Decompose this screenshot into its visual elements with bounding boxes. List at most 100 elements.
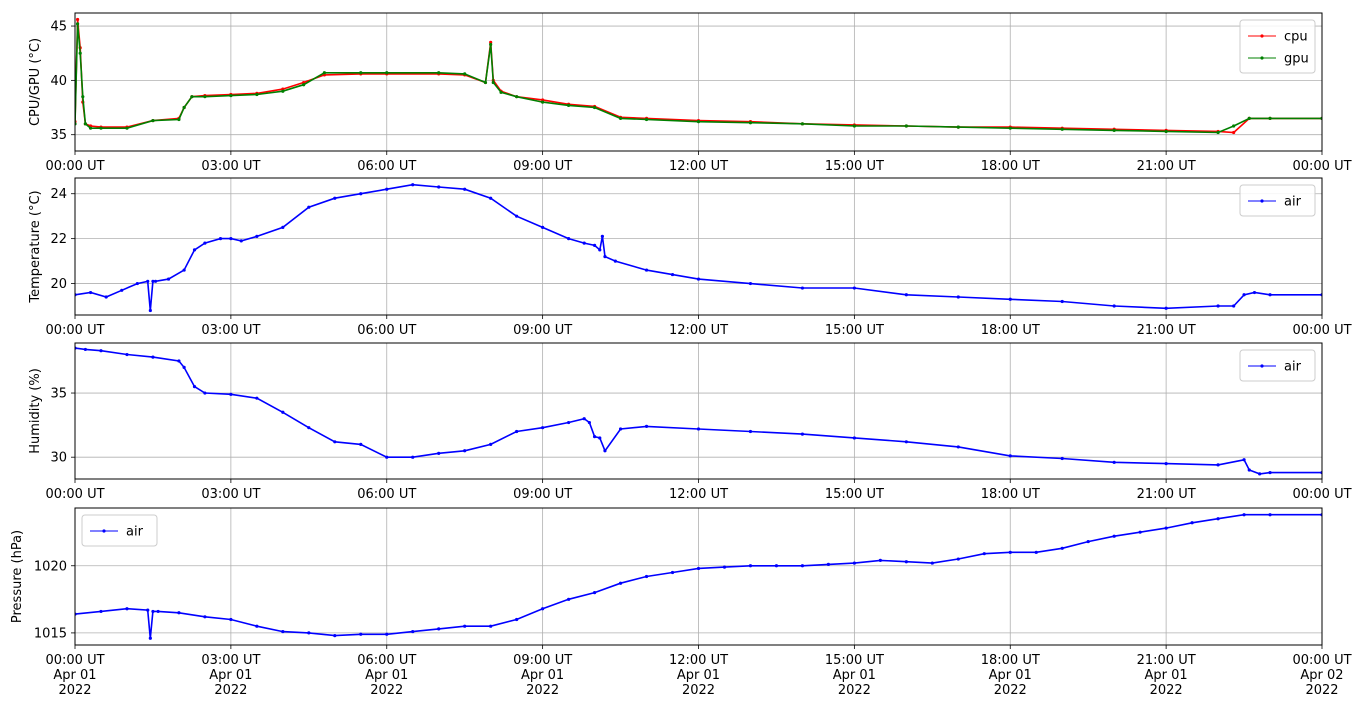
data-point [437, 71, 441, 75]
data-point [1164, 526, 1168, 530]
legend: air [1239, 349, 1316, 382]
data-point [151, 609, 155, 614]
data-point [515, 214, 519, 218]
data-point [644, 424, 649, 428]
data-point [603, 449, 607, 453]
x-tick-label: 15:00 UT [825, 323, 884, 338]
legend-label: air [126, 525, 144, 540]
data-point [218, 237, 223, 241]
data-point [592, 591, 597, 595]
data-point [151, 279, 155, 283]
data-point [1242, 513, 1246, 517]
x-tick-label: 03:00 UT [201, 487, 260, 502]
data-point [541, 426, 545, 430]
axes-frame [74, 177, 1323, 316]
data-point [613, 259, 617, 263]
x-tick-label: 00:00 UT [45, 159, 104, 174]
legend: air [1239, 184, 1316, 217]
y-axis-label: Temperature (°C) [28, 190, 43, 303]
series-gpu [75, 22, 1322, 135]
data-point [333, 440, 337, 444]
data-point [618, 116, 623, 121]
data-point [359, 192, 363, 196]
data-point [99, 349, 103, 353]
x-tick-label: 06:00 UT [357, 323, 416, 338]
data-point [670, 570, 675, 575]
data-point [177, 359, 181, 363]
data-point [229, 392, 233, 396]
data-point [99, 609, 103, 614]
data-point [982, 552, 986, 556]
data-point [748, 564, 753, 568]
data-point [618, 581, 623, 585]
data-point [800, 122, 805, 126]
data-point [1232, 130, 1236, 135]
x-tick-label: 09:00 UT Apr 01 2022 [513, 653, 572, 698]
data-point [603, 255, 607, 259]
data-point [748, 281, 753, 286]
data-point [125, 607, 129, 611]
x-tick-label: 21:00 UT [1137, 487, 1196, 502]
data-point [587, 420, 591, 425]
data-point [281, 410, 285, 414]
data-point [125, 126, 129, 130]
data-point [1268, 513, 1272, 517]
data-point [255, 624, 259, 628]
data-point [148, 636, 152, 640]
data-point [483, 80, 488, 85]
data-point [437, 627, 441, 631]
legend-entry-cpu: cpu [1248, 30, 1308, 45]
data-point [385, 455, 389, 459]
data-point [696, 566, 701, 571]
data-point [696, 277, 701, 281]
x-tick-label: 18:00 UT [981, 487, 1040, 502]
data-point [463, 187, 467, 191]
data-point [644, 574, 649, 579]
data-point [541, 225, 545, 230]
data-point [78, 51, 82, 55]
series-air [75, 183, 1322, 313]
data-point [192, 248, 197, 252]
data-point [956, 445, 960, 449]
data-point [153, 279, 158, 283]
legend-marker [1260, 34, 1264, 38]
x-tick-label: 18:00 UT [981, 323, 1040, 338]
data-point [177, 611, 181, 615]
legend-label: air [1284, 360, 1302, 375]
data-point [1008, 297, 1012, 301]
data-point [800, 432, 805, 436]
x-tick-label: 06:00 UT [357, 159, 416, 174]
x-tick-label: 03:00 UT [201, 323, 260, 338]
data-point [489, 442, 493, 446]
data-point [1216, 517, 1220, 521]
x-tick-label: 12:00 UT Apr 01 2022 [669, 653, 728, 698]
data-point [582, 241, 586, 245]
data-point [125, 352, 129, 357]
data-point [104, 295, 108, 299]
data-point [582, 417, 586, 421]
x-tick-label: 15:00 UT [825, 159, 884, 174]
data-point [598, 248, 602, 252]
data-point [437, 185, 441, 189]
data-point [182, 268, 186, 272]
data-point [1232, 124, 1236, 128]
data-point [190, 95, 194, 99]
data-point [800, 286, 805, 290]
data-point [1034, 550, 1038, 554]
legend-label: gpu [1284, 52, 1309, 67]
data-point [1112, 460, 1116, 464]
data-point [1242, 458, 1246, 462]
y-tick-label: 1020 [34, 559, 67, 574]
x-tick-label: 09:00 UT [513, 159, 572, 174]
data-point [644, 117, 649, 122]
data-point [203, 241, 207, 245]
data-point [515, 617, 519, 622]
subplot-3: 00:00 UT 03:00 UT 06:00 UT 09:00 UT 12:00 UT… [28, 342, 1352, 502]
data-point [322, 71, 326, 75]
data-point [385, 187, 389, 191]
data-point [1164, 129, 1168, 134]
data-point [182, 365, 186, 369]
data-point [1232, 304, 1236, 308]
x-tick-label: 12:00 UT [669, 487, 728, 502]
